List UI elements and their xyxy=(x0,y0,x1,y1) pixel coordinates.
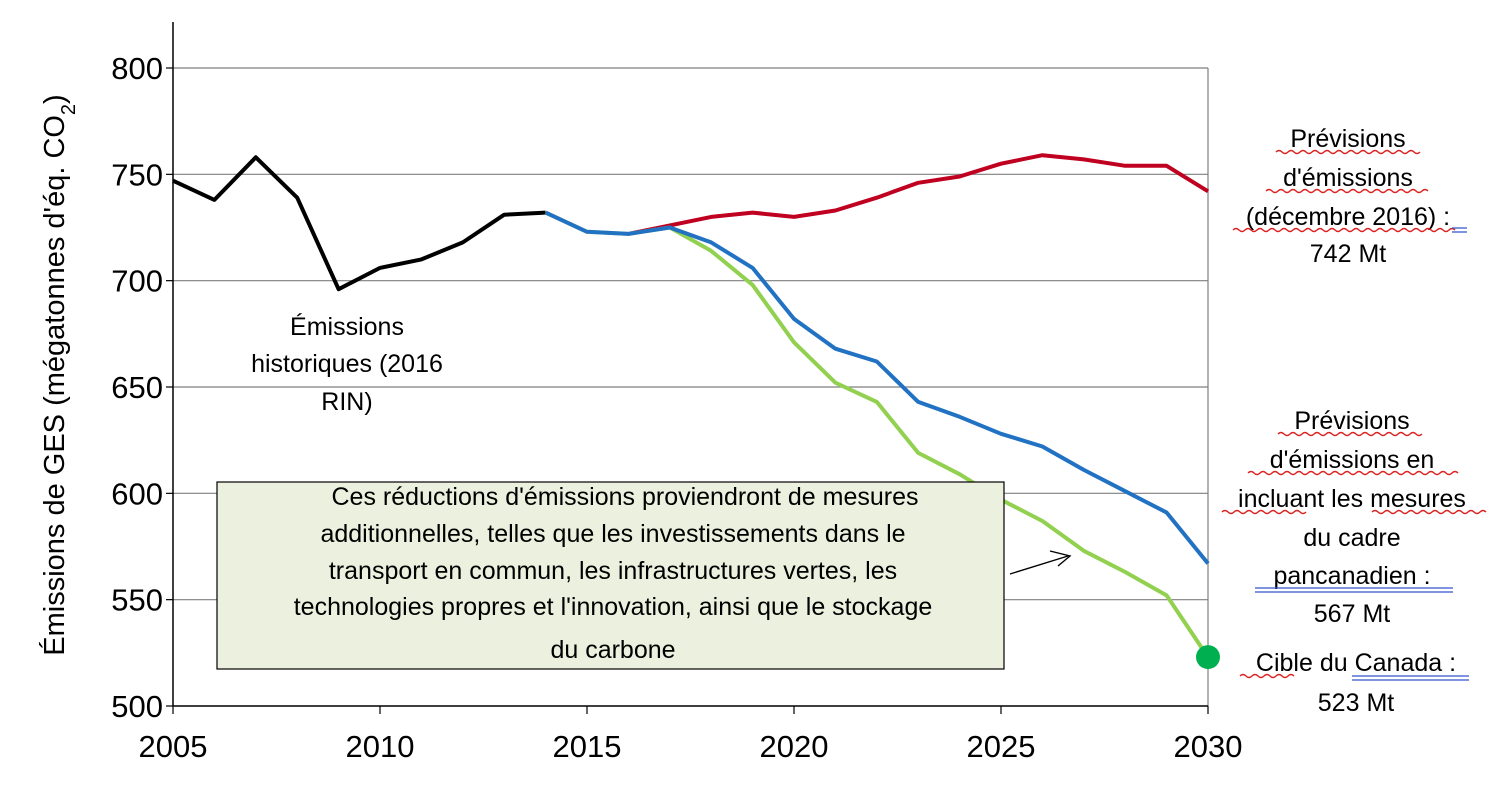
pancanadian-label-4: du cadre xyxy=(1303,524,1400,552)
arrow-shaft xyxy=(1009,555,1069,575)
spellcheck-underline xyxy=(1239,673,1295,679)
forecast-label: Prévisions d'émissions (décembre 2016) :… xyxy=(1232,125,1467,268)
annotation-box xyxy=(216,481,1005,670)
box-line-1: Ces réductions d'émissions proviendront … xyxy=(332,483,919,511)
y-tick-label: 750 xyxy=(111,157,163,192)
pancanadian-label-2: d'émissions en xyxy=(1270,446,1435,474)
spellcheck-underline xyxy=(1247,470,1459,476)
y-tick-label: 600 xyxy=(111,476,163,511)
target-label-2: 523 Mt xyxy=(1318,689,1394,717)
spellcheck-underline xyxy=(1371,509,1487,515)
grammar-underline xyxy=(1255,587,1453,593)
forecast-label-3: (décembre 2016) : xyxy=(1246,203,1450,231)
series-lines xyxy=(172,153,1210,659)
x-tick-label: 2030 xyxy=(1174,729,1243,764)
box-line-3: transport en commun, les infrastructures… xyxy=(329,557,897,585)
box-line-2: additionnelles, telles que les investiss… xyxy=(320,520,905,548)
y-axis-title: Émissions de GES (mégatonnes d'éq. CO2) xyxy=(38,94,80,655)
historical-label-2: historiques (2016 xyxy=(251,350,443,378)
y-axis-title-end: ) xyxy=(39,94,71,104)
y-tick-label: 500 xyxy=(111,689,163,724)
y-axis-title-main: Émissions de GES (mégatonnes d'éq. CO xyxy=(38,115,71,656)
y-tick-labels: 500 550 600 650 700 750 800 xyxy=(111,51,173,724)
historical-label-1: Émissions xyxy=(290,312,404,341)
pancanadian-label-1: Prévisions xyxy=(1294,407,1409,435)
historical-label-3: RIN) xyxy=(321,388,372,416)
x-tick-label: 2015 xyxy=(553,729,622,764)
spellcheck-underline xyxy=(1265,188,1429,194)
x-tick-label: 2010 xyxy=(346,729,415,764)
spellcheck-underline xyxy=(1277,431,1423,437)
annotation-arrow xyxy=(1009,550,1072,575)
series-line-forecast_pancanadian xyxy=(544,210,1210,565)
arrow-head xyxy=(1049,550,1072,567)
y-axis-title-sub: 2 xyxy=(58,104,80,115)
spellcheck-underline xyxy=(1232,227,1456,233)
series-line-forecast_dec2016 xyxy=(627,153,1210,236)
spellcheck-underline xyxy=(1221,509,1307,515)
target-label: Cible du Canada : 523 Mt xyxy=(1239,649,1469,717)
spellcheck-underline xyxy=(1275,149,1421,155)
grammar-underline xyxy=(1452,227,1467,233)
axes xyxy=(172,22,1208,707)
y-tick-label: 550 xyxy=(111,583,163,618)
x-tick-label: 2020 xyxy=(760,729,829,764)
pancanadian-label-6: 567 Mt xyxy=(1314,600,1390,628)
box-line-4: technologies propres et l'innovation, ai… xyxy=(294,593,933,621)
pancanadian-label: Prévisions d'émissions en incluant les m… xyxy=(1221,407,1487,628)
x-tick-labels: 2005 2010 2015 2020 2025 2030 xyxy=(139,706,1243,764)
x-tick-label: 2025 xyxy=(967,729,1036,764)
y-tick-label: 650 xyxy=(111,370,163,405)
forecast-label-1: Prévisions xyxy=(1290,125,1405,153)
y-tick-label: 700 xyxy=(111,264,163,299)
target-marker xyxy=(1196,645,1220,670)
pancanadian-label-3: incluant les mesures xyxy=(1238,485,1466,513)
grammar-underline xyxy=(1352,675,1469,681)
box-line-5: du carbone xyxy=(550,636,675,664)
pancanadian-label-5: pancanadien : xyxy=(1273,562,1430,590)
forecast-label-4: 742 Mt xyxy=(1310,240,1386,268)
y-tick-label: 800 xyxy=(111,51,163,86)
series-line-historical xyxy=(172,155,546,292)
target-label-1: Cible du Canada : xyxy=(1256,649,1456,677)
historical-label: Émissions historiques (2016 RIN) xyxy=(251,312,443,416)
x-tick-label: 2005 xyxy=(139,729,208,764)
forecast-label-2: d'émissions xyxy=(1283,164,1413,192)
annotation-box-text: Ces réductions d'émissions proviendront … xyxy=(294,483,933,664)
